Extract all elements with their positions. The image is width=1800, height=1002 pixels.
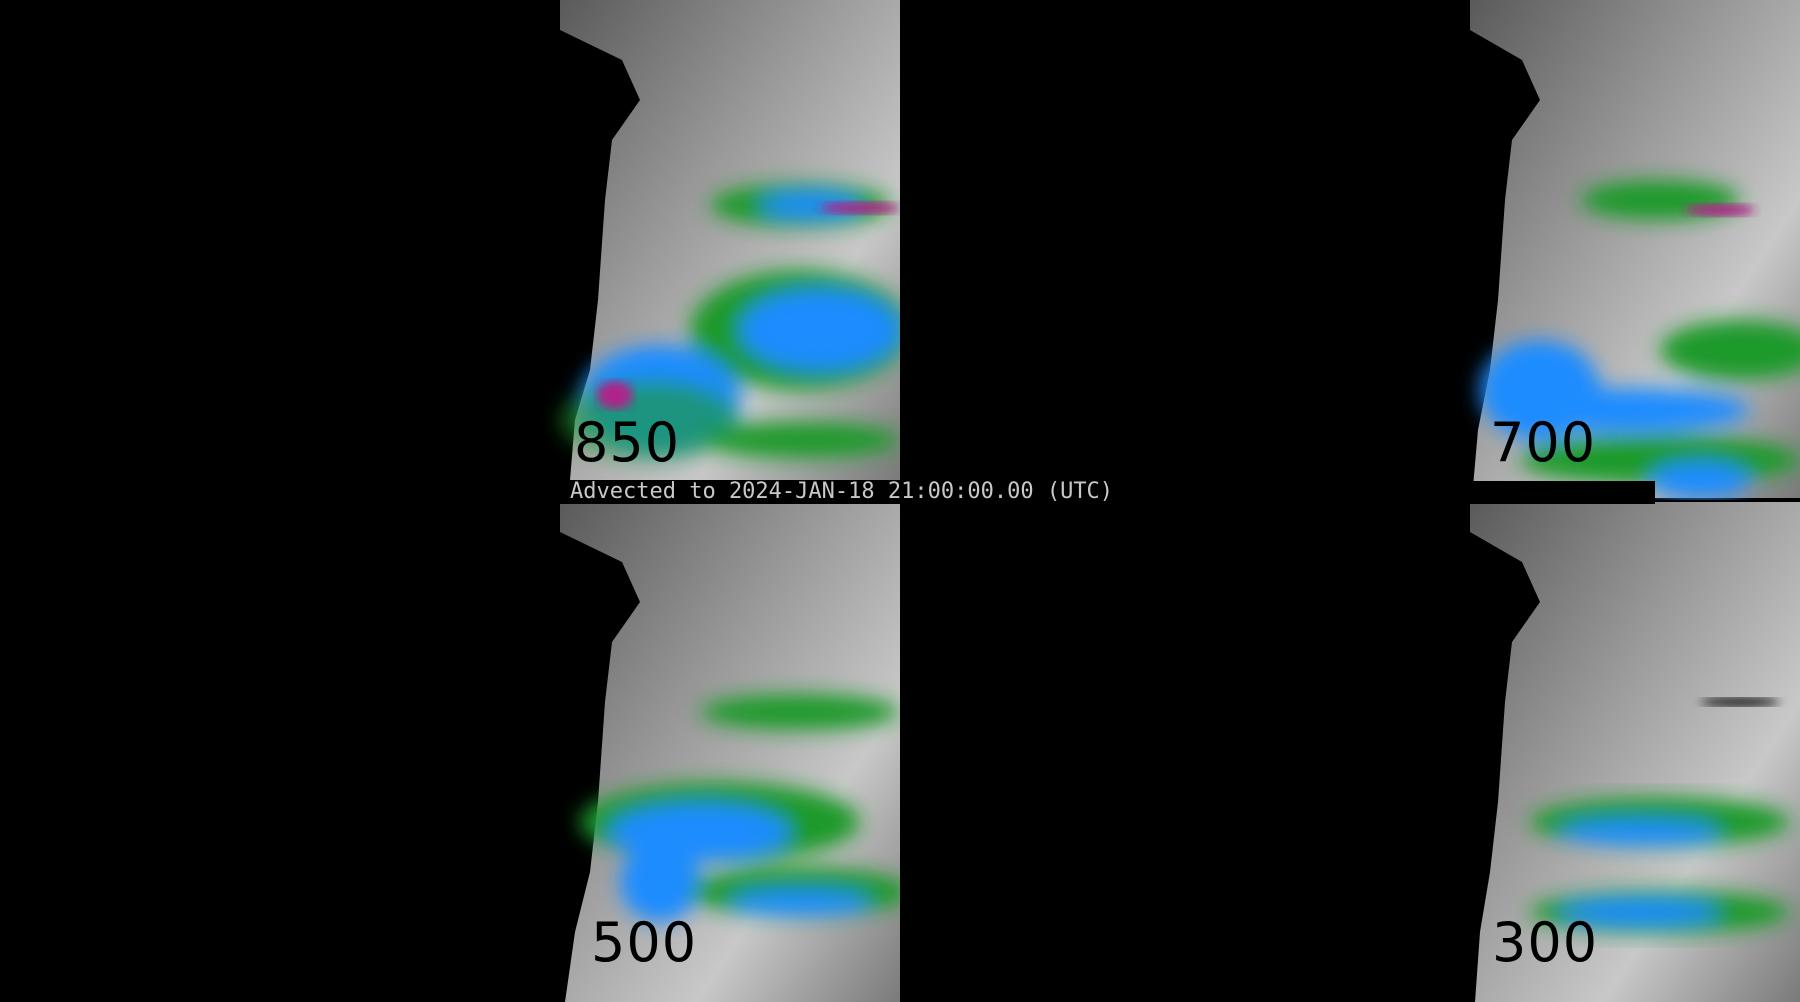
pressure-level-label: 850 (574, 411, 681, 474)
advection-time-caption: Advected to 2024-JAN-18 21:00:00.00 (UTC… (570, 479, 1114, 504)
map-panel-700: 700 (900, 0, 1800, 500)
satellite-image-500 (560, 502, 900, 1002)
map-panel-300: 300 (900, 502, 1800, 1002)
map-panel-500: 500 (0, 502, 900, 1002)
pressure-level-label: 500 (591, 911, 698, 974)
satellite-image-700 (1470, 0, 1800, 498)
satellite-image-300 (1470, 502, 1800, 1002)
pressure-level-label: 300 (1492, 911, 1599, 974)
pressure-level-label: 700 (1490, 411, 1597, 474)
map-panel-850: 850 (0, 0, 900, 500)
satellite-image-850 (560, 0, 900, 480)
caption-bar (560, 481, 1655, 504)
